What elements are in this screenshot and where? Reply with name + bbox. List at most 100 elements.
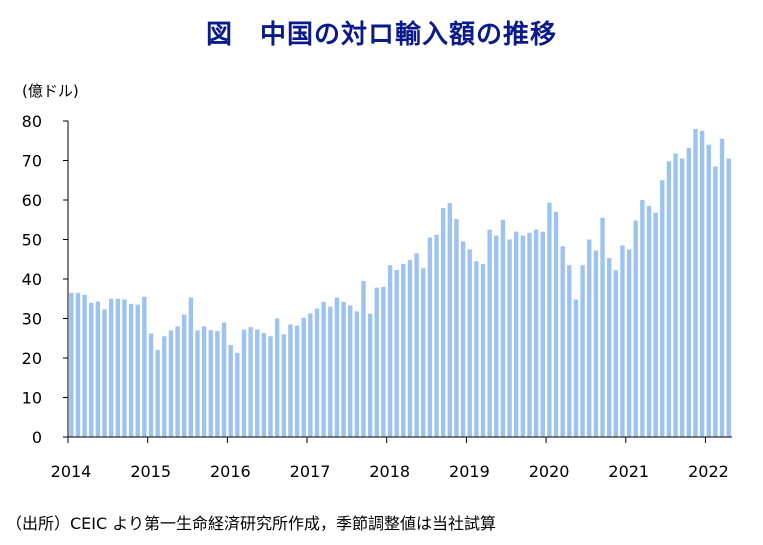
- bar: [208, 330, 213, 437]
- bar: [527, 232, 532, 437]
- bar: [467, 249, 472, 438]
- bar: [427, 237, 433, 437]
- bar: [560, 246, 565, 437]
- bar: [520, 235, 526, 437]
- bar: [474, 261, 479, 437]
- x-tick-label: 2022: [688, 462, 729, 481]
- bar: [567, 265, 572, 437]
- bar: [440, 207, 446, 437]
- bar: [407, 260, 413, 437]
- x-tick-label: 2016: [210, 462, 251, 481]
- bar: [82, 294, 87, 437]
- chart-title: 図 中国の対ロ輸入額の推移: [205, 20, 557, 50]
- y-axis-unit-label: (億ドル): [22, 82, 79, 100]
- bar: [188, 297, 194, 437]
- bar: [301, 317, 306, 437]
- bar: [255, 329, 260, 437]
- bar: [646, 205, 652, 437]
- x-tick-label: 2018: [369, 462, 410, 481]
- bar: [494, 235, 499, 437]
- x-tick-label: 2020: [529, 462, 570, 481]
- bar: [387, 265, 393, 437]
- x-tick-label: 2015: [130, 462, 171, 481]
- bar: [533, 229, 539, 438]
- bar: [361, 280, 366, 437]
- bar: [680, 158, 685, 437]
- tick-labels: 0 10 20 30 40 50 60 70 80 2014 2015 2016 2017 2018 201…: [22, 112, 729, 481]
- bar: [69, 292, 74, 437]
- bar: [175, 326, 180, 437]
- bar: [235, 352, 240, 437]
- bar: [421, 268, 426, 437]
- bar: [454, 218, 459, 437]
- bar: [268, 336, 273, 437]
- bar: [348, 305, 353, 437]
- bar: [606, 258, 612, 437]
- bar: [108, 298, 114, 437]
- y-tick-label: 60: [22, 191, 42, 210]
- source-note: （出所）CEIC より第一生命経済研究所作成，季節調整値は当社試算: [6, 514, 496, 533]
- bar: [626, 249, 632, 438]
- bar: [593, 250, 599, 437]
- bar: [600, 217, 605, 437]
- bar: [640, 200, 645, 437]
- bars-group: [69, 128, 731, 438]
- bar: [135, 304, 140, 437]
- bar: [248, 327, 253, 437]
- bar: [314, 308, 320, 438]
- bar: [666, 161, 672, 438]
- bar: [228, 344, 233, 437]
- bar: [162, 336, 167, 437]
- bar: [328, 306, 333, 437]
- bar: [201, 326, 207, 437]
- bar: [155, 350, 160, 437]
- bar: [215, 331, 220, 437]
- bar: [553, 211, 559, 437]
- bar: [507, 239, 512, 437]
- bar: [221, 322, 227, 437]
- bar: [294, 325, 300, 437]
- y-tick-label: 0: [32, 428, 42, 447]
- bar: [653, 212, 658, 437]
- bar: [480, 263, 486, 437]
- bar: [487, 229, 492, 438]
- bar: [514, 231, 519, 437]
- bar: [693, 128, 698, 437]
- bar: [381, 286, 386, 437]
- bar: [142, 296, 147, 437]
- x-tick-label: 2014: [51, 462, 92, 481]
- axes: [63, 120, 732, 443]
- bar: [573, 299, 579, 437]
- bar: [394, 269, 399, 437]
- bar: [341, 301, 346, 437]
- bar: [281, 334, 286, 437]
- x-tick-label: 2019: [449, 462, 490, 481]
- bar: [195, 330, 200, 437]
- bar: [148, 333, 154, 437]
- bar: [274, 318, 280, 437]
- x-tick-label: 2021: [608, 462, 649, 481]
- bar: [367, 313, 373, 437]
- bar: [401, 263, 406, 437]
- y-tick-label: 70: [22, 152, 42, 171]
- bar: [706, 144, 711, 437]
- bar: [613, 270, 618, 437]
- y-tick-label: 80: [22, 112, 42, 131]
- bar: [334, 297, 340, 437]
- bar: [115, 298, 120, 437]
- bar: [75, 292, 81, 437]
- bar: [89, 302, 94, 437]
- bar: [95, 301, 101, 437]
- bar: [620, 245, 625, 437]
- bar: [587, 239, 592, 437]
- y-tick-label: 30: [22, 310, 42, 329]
- bar: [713, 166, 718, 437]
- bar: [633, 220, 638, 437]
- bar: [447, 203, 452, 437]
- bar: [414, 253, 419, 437]
- y-tick-label: 40: [22, 270, 42, 289]
- bar: [460, 241, 466, 437]
- y-tick-label: 50: [22, 231, 42, 250]
- bar: [719, 138, 725, 437]
